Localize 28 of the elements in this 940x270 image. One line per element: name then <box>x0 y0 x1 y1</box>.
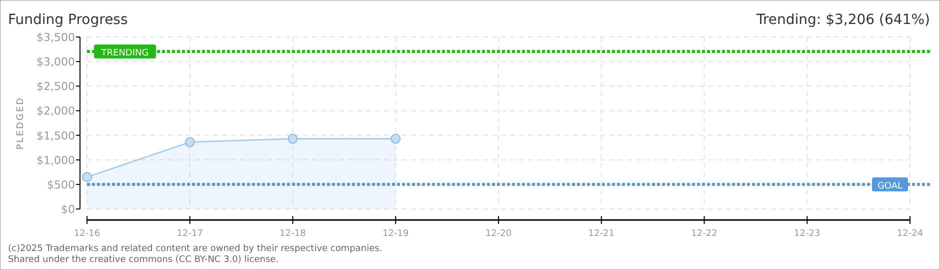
y-tick-label: $0 <box>61 203 75 216</box>
x-tick-label: 12-20 <box>485 229 512 239</box>
chart-title: Funding Progress <box>8 12 128 28</box>
point <box>184 137 195 148</box>
x-tick-label: 12-17 <box>176 229 203 239</box>
x-tick-label: 12-21 <box>588 229 614 239</box>
y-tick-label: $2,500 <box>36 80 75 94</box>
point <box>288 134 298 144</box>
y-tick-label: $1,500 <box>36 129 75 142</box>
y-tick-label: $3,500 <box>36 31 75 44</box>
x-tick-label: 12-16 <box>74 229 100 239</box>
point <box>82 172 92 182</box>
x-tick-label: 12-18 <box>280 229 306 239</box>
x-tick-label: 12-23 <box>794 229 820 239</box>
x-tick-label: 12-19 <box>382 229 409 239</box>
y-tick-label: $3,000 <box>36 56 75 69</box>
x-tick-label: 12-22 <box>691 229 718 239</box>
text: (c)2025 Trademarks and related content are owned by their respective companies. <box>8 244 382 254</box>
ref-line-label: TRENDING <box>100 48 149 58</box>
chart-subtitle: Trending: $3,206 (641%) <box>755 12 930 28</box>
y-tick-label: $500 <box>47 178 75 192</box>
y-tick-label: $2,000 <box>36 104 75 118</box>
text: Shared under the creative commons (CC BY-NC 3.0) license. <box>8 255 279 265</box>
ref-line-label: GOAL <box>877 181 903 192</box>
y-tick-label: $1,000 <box>36 154 75 167</box>
x-tick-label: 12-24 <box>896 229 924 239</box>
y-axis-title: PLEDGED <box>16 96 26 150</box>
point <box>390 134 401 144</box>
